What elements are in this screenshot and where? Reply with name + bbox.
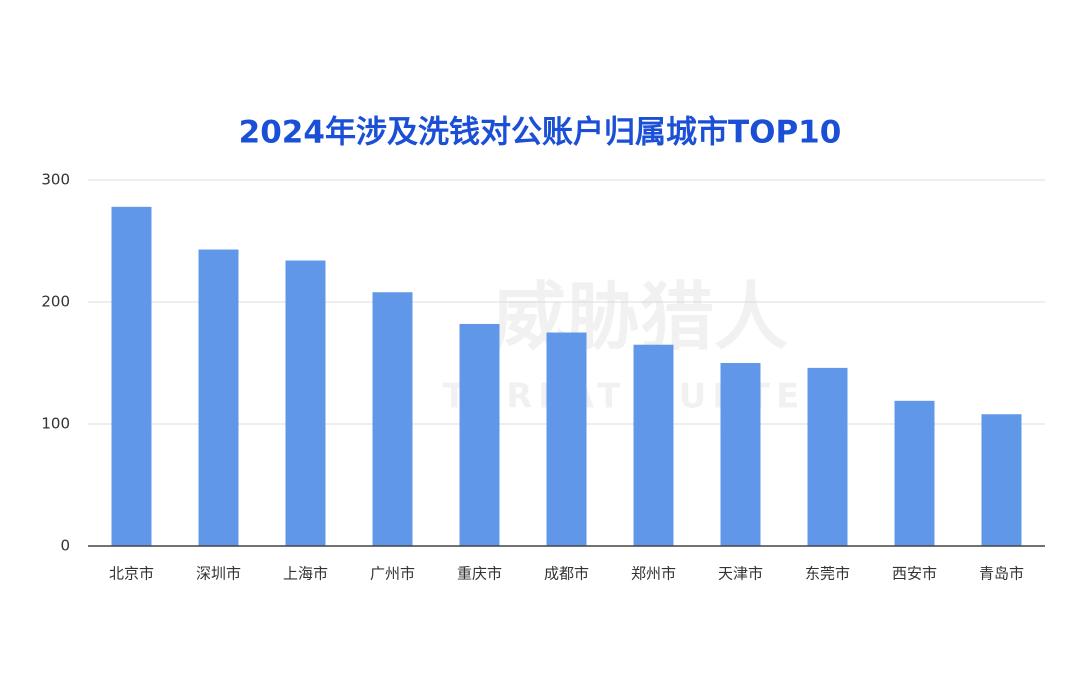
bar [459,323,500,546]
x-tick-label: 上海市 [283,565,328,583]
bar [633,344,674,546]
x-tick-label: 北京市 [109,565,154,583]
x-tick-label: 成都市 [544,565,589,583]
y-tick-label: 100 [41,415,70,433]
bar [372,292,413,546]
bar [981,414,1022,546]
bar [285,260,326,546]
x-tick-label: 西安市 [892,565,937,583]
x-tick-label: 天津市 [718,565,763,583]
x-tick-label: 青岛市 [979,565,1024,583]
x-tick-label: 郑州市 [631,565,676,583]
y-tick-label: 300 [41,171,70,189]
y-tick-label: 200 [41,293,70,311]
x-tick-label: 东莞市 [805,565,850,583]
bar [807,367,848,546]
x-tick-label: 重庆市 [457,565,502,583]
bar [894,400,935,546]
x-tick-label: 深圳市 [196,565,241,583]
x-tick-label: 广州市 [370,565,415,583]
y-tick-label: 0 [60,537,70,555]
bar [546,332,587,546]
bar [111,206,152,546]
bar [198,249,239,547]
chart-title: 2024年涉及洗钱对公账户归属城市TOP10 [239,115,842,151]
bar [720,363,761,546]
